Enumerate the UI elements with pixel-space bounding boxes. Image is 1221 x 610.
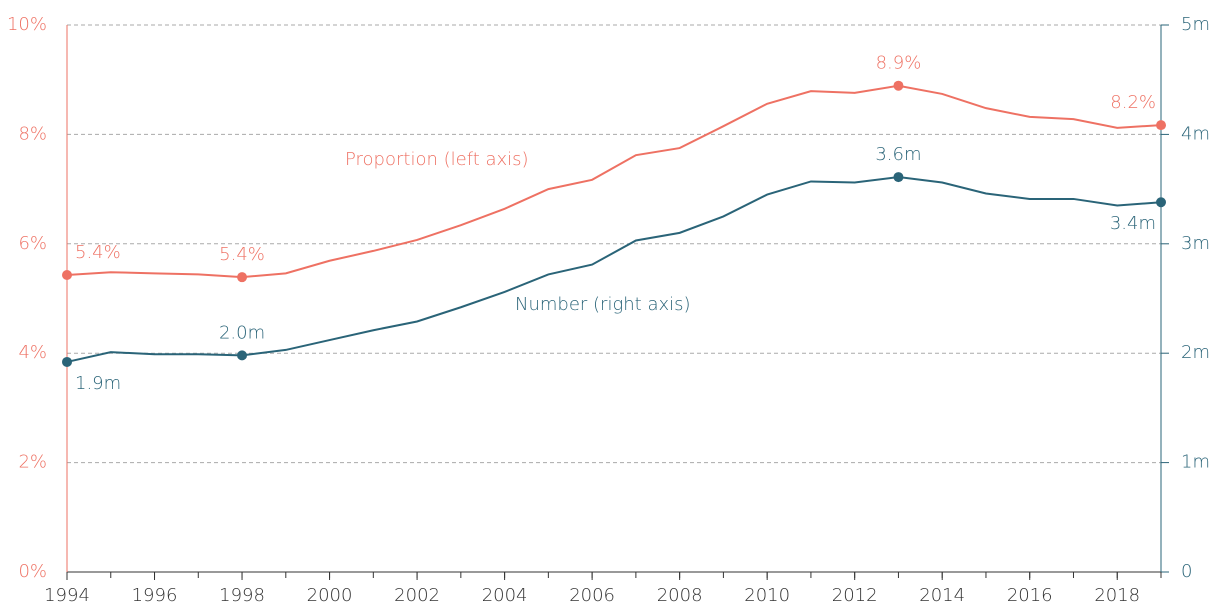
data-label: 3.6m bbox=[875, 144, 921, 165]
data-label: 8.9% bbox=[876, 53, 922, 74]
y-tick-label: 2% bbox=[18, 452, 47, 473]
x-tick-label: 2012 bbox=[832, 585, 878, 606]
x-tick-label: 2004 bbox=[482, 585, 528, 606]
marker bbox=[893, 80, 904, 91]
x-tick-label: 2006 bbox=[569, 585, 615, 606]
y2-tick-label: 4m bbox=[1181, 123, 1210, 144]
marker bbox=[62, 356, 72, 367]
y-tick-label: 6% bbox=[18, 233, 47, 254]
data-label: 5.4% bbox=[219, 244, 265, 265]
y-tick-label: 10% bbox=[7, 14, 47, 35]
data-label: 8.2% bbox=[1110, 92, 1156, 113]
x-tick-label: 2014 bbox=[919, 585, 965, 606]
y2-tick-label: 2m bbox=[1181, 342, 1210, 363]
marker bbox=[1156, 197, 1166, 208]
data-label: 1.9m bbox=[75, 373, 121, 394]
y2-tick-label: 1m bbox=[1181, 452, 1210, 473]
data-label: 3.4m bbox=[1110, 213, 1156, 234]
y2-tick-label: 3m bbox=[1181, 233, 1210, 254]
x-tick-label: 1994 bbox=[44, 585, 90, 606]
marker bbox=[62, 269, 72, 280]
x-tick-label: 2010 bbox=[744, 585, 790, 606]
line bbox=[66, 84, 1162, 279]
data-label: 2.0m bbox=[219, 322, 265, 343]
x-tick-label: 1996 bbox=[132, 585, 178, 606]
y2-tick-label: 5m bbox=[1181, 14, 1210, 35]
marker bbox=[1156, 120, 1166, 131]
y2-tick-label: 0 bbox=[1181, 561, 1192, 582]
marker bbox=[893, 172, 904, 183]
x-tick-label: 2016 bbox=[1007, 585, 1053, 606]
y-tick-label: 4% bbox=[18, 342, 47, 363]
x-tick-label: 2018 bbox=[1094, 585, 1140, 606]
marker bbox=[237, 350, 248, 361]
x-tick-label: 2000 bbox=[307, 585, 353, 606]
x-tick-label: 2008 bbox=[657, 585, 703, 606]
x-tick-label: 2002 bbox=[394, 585, 440, 606]
annotation: Proportion (left axis) bbox=[345, 149, 529, 170]
marker bbox=[237, 272, 248, 283]
y-tick-label: 0% bbox=[18, 561, 47, 582]
data-label: 5.4% bbox=[75, 242, 121, 263]
line bbox=[66, 176, 1162, 363]
x-tick-label: 1998 bbox=[219, 585, 265, 606]
annotation: Number (right axis) bbox=[515, 294, 691, 315]
y-tick-label: 8% bbox=[18, 123, 47, 144]
